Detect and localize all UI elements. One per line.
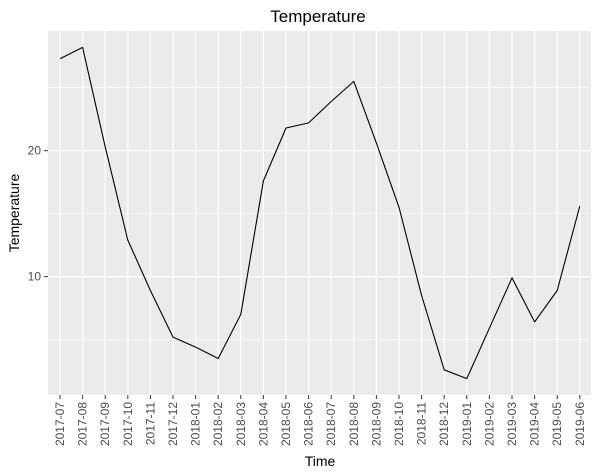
plot-panel — [48, 31, 591, 395]
chart-title: Temperature — [270, 7, 365, 26]
x-tick-label: 2017-09 — [98, 402, 112, 446]
x-tick-label: 2019-03 — [505, 402, 519, 446]
x-tick-label: 2017-08 — [76, 402, 90, 446]
x-tick-label: 2018-04 — [256, 402, 270, 446]
x-tick-label: 2019-05 — [550, 402, 564, 446]
x-tick-label: 2019-06 — [573, 402, 587, 446]
x-tick-label: 2018-01 — [189, 402, 203, 446]
x-tick-label: 2018-06 — [302, 402, 316, 446]
x-tick-label: 2017-10 — [121, 402, 135, 446]
x-tick-label: 2018-08 — [347, 402, 361, 446]
x-tick-label: 2018-05 — [279, 402, 293, 446]
x-tick-label: 2019-02 — [482, 402, 496, 446]
x-tick-label: 2017-11 — [143, 402, 157, 445]
x-tick-label: 2018-11 — [415, 402, 429, 445]
grid-layer — [48, 31, 591, 395]
y-tick-label: 20 — [28, 144, 42, 158]
x-tick-label: 2017-07 — [53, 402, 67, 446]
x-tick-label: 2018-07 — [324, 402, 338, 446]
x-tick-label: 2018-10 — [392, 402, 406, 446]
x-tick-label: 2018-02 — [211, 402, 225, 446]
x-tick-label: 2018-09 — [369, 402, 383, 446]
x-axis: 2017-07 2017-08 2017-09 2017-10 2017-11 2017-… — [53, 395, 587, 446]
temperature-series-line — [59, 46, 581, 380]
y-axis: 10 20 — [28, 144, 48, 284]
x-axis-title: Time — [305, 453, 336, 469]
x-tick-label: 2018-12 — [437, 402, 451, 446]
y-axis-title: Temperature — [6, 173, 22, 252]
x-tick-label: 2017-12 — [166, 402, 180, 446]
y-tick-label: 10 — [28, 270, 42, 284]
x-tick-label: 2018-03 — [234, 402, 248, 446]
x-tick-label: 2019-04 — [528, 402, 542, 446]
x-tick-label: 2019-01 — [460, 402, 474, 446]
line-layer — [59, 46, 581, 380]
